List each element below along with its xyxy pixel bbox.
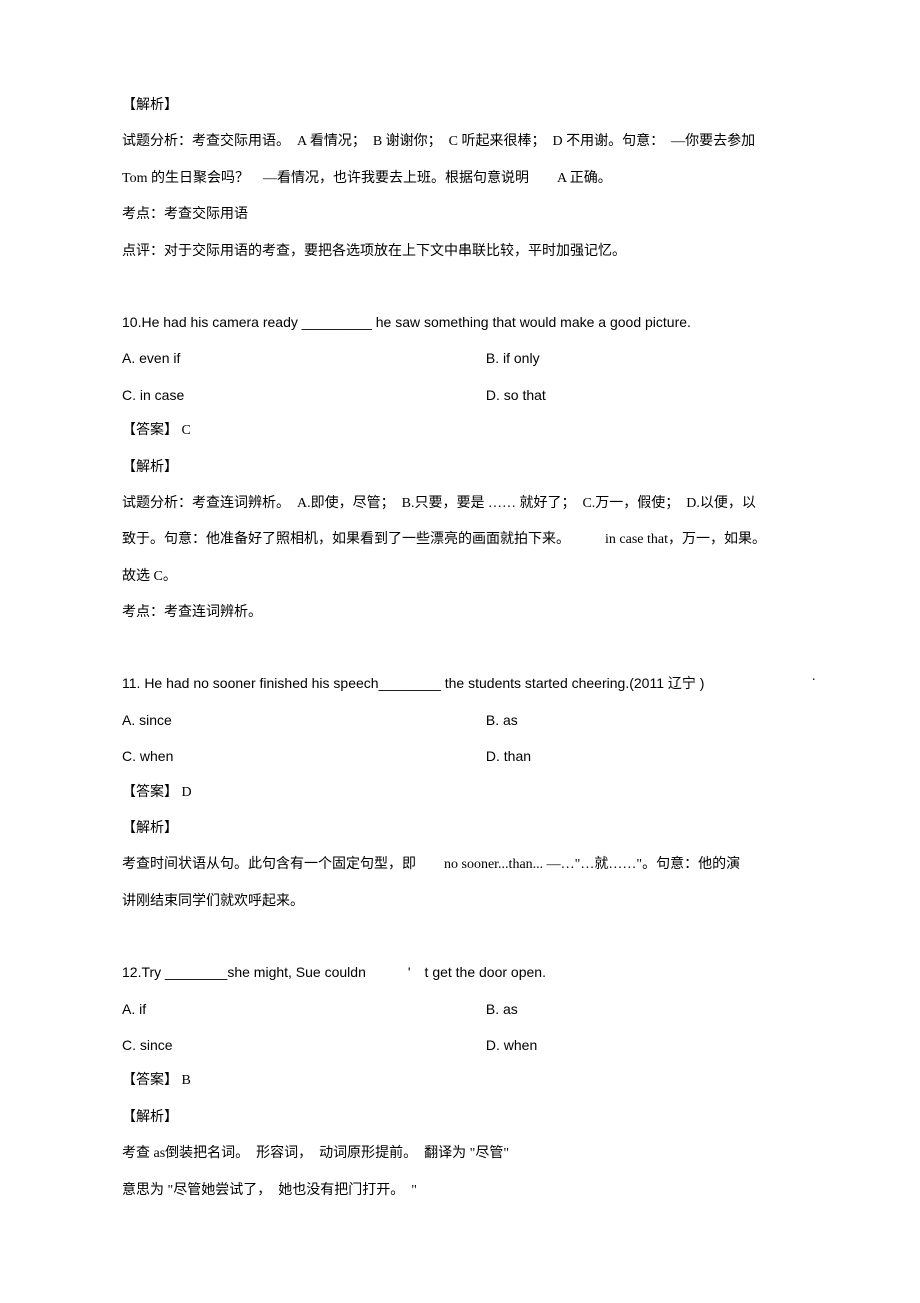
section-spacer [122, 631, 802, 665]
q11-options-row-2: C. when D. than [122, 738, 802, 774]
margin-dot-icon: · [811, 673, 816, 689]
q10-options-row-1: A. even if B. if only [122, 340, 802, 376]
q12-options-row-2: C. since D. when [122, 1027, 802, 1063]
q11-stem: 11. He had no sooner finished his speech… [122, 665, 802, 701]
q11-options-row-1: A. since B. as [122, 702, 802, 738]
q10-stem: 10.He had his camera ready _________ he … [122, 304, 802, 340]
q12-option-b: B. as [486, 991, 518, 1027]
section-spacer [122, 270, 802, 304]
q10-answer: 【答案】 C [122, 413, 802, 449]
q9-analysis-line-2: Tom 的生日聚会吗？ —看情况，也许我要去上班。根据句意说明 A 正确。 [122, 161, 802, 197]
q9-jiexi-label: 【解析】 [122, 88, 802, 124]
q11-option-b: B. as [486, 702, 518, 738]
q12-answer: 【答案】 B [122, 1063, 802, 1099]
q11-option-a: A. since [122, 702, 482, 738]
q10-jiexi-label: 【解析】 [122, 450, 802, 486]
section-spacer [122, 920, 802, 954]
q9-kaodian: 考点：考查交际用语 [122, 197, 802, 233]
q10-option-c: C. in case [122, 377, 482, 413]
q9-analysis-line-1: 试题分析：考查交际用语。 A 看情况； B 谢谢你； C 听起来很棒； D 不用… [122, 124, 802, 160]
q12-analysis-line-2: 意思为 "尽管她尝试了， 她也没有把门打开。 " [122, 1173, 802, 1209]
q11-analysis-line-1: 考查时间状语从句。此句含有一个固定句型，即 no sooner...than..… [122, 847, 802, 883]
q9-dianping: 点评：对于交际用语的考查，要把各选项放在上下文中串联比较，平时加强记忆。 [122, 234, 802, 270]
q10-analysis-line-1: 试题分析：考查连词辨析。 A.即使，尽管； B.只要，要是 …… 就好了； C.… [122, 486, 802, 522]
q12-options-row-1: A. if B. as [122, 991, 802, 1027]
q12-option-d: D. when [486, 1027, 537, 1063]
document-page: 【解析】 试题分析：考查交际用语。 A 看情况； B 谢谢你； C 听起来很棒；… [0, 0, 920, 1297]
q10-option-d: D. so that [486, 377, 546, 413]
q10-analysis-line-3: 故选 C。 [122, 559, 802, 595]
q11-option-c: C. when [122, 738, 482, 774]
q12-jiexi-label: 【解析】 [122, 1100, 802, 1136]
q11-answer: 【答案】 D [122, 775, 802, 811]
q10-option-b: B. if only [486, 340, 540, 376]
q12-option-c: C. since [122, 1027, 482, 1063]
q10-option-a: A. even if [122, 340, 482, 376]
q10-options-row-2: C. in case D. so that [122, 377, 802, 413]
q12-stem: 12.Try ________she might, Sue couldn ' t… [122, 954, 802, 990]
q11-analysis-line-2: 讲刚结束同学们就欢呼起来。 [122, 884, 802, 920]
q10-kaodian: 考点：考查连词辨析。 [122, 595, 802, 631]
q10-analysis-line-2: 致于。句意：他准备好了照相机，如果看到了一些漂亮的画面就拍下来。 in case… [122, 522, 802, 558]
q12-option-a: A. if [122, 991, 482, 1027]
q11-block: 11. He had no sooner finished his speech… [122, 665, 802, 701]
q12-analysis-line-1: 考查 as倒装把名词。 形容词， 动词原形提前。 翻译为 "尽管" [122, 1136, 802, 1172]
q11-jiexi-label: 【解析】 [122, 811, 802, 847]
q11-option-d: D. than [486, 738, 531, 774]
